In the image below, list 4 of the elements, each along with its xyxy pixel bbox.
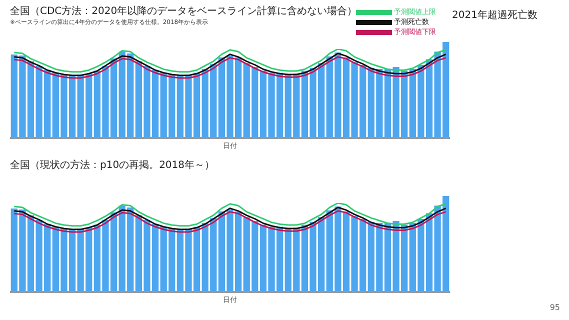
chart-title: 全国（CDC方法：2020年以降のデータをベースライン計算に含めない場合） bbox=[10, 4, 358, 18]
chart-title: 全国（現状の方法：p10の再掲。2018年～） bbox=[10, 158, 215, 172]
text: 2021年超過死亡数 bbox=[452, 8, 538, 22]
text: 95 bbox=[550, 303, 560, 312]
